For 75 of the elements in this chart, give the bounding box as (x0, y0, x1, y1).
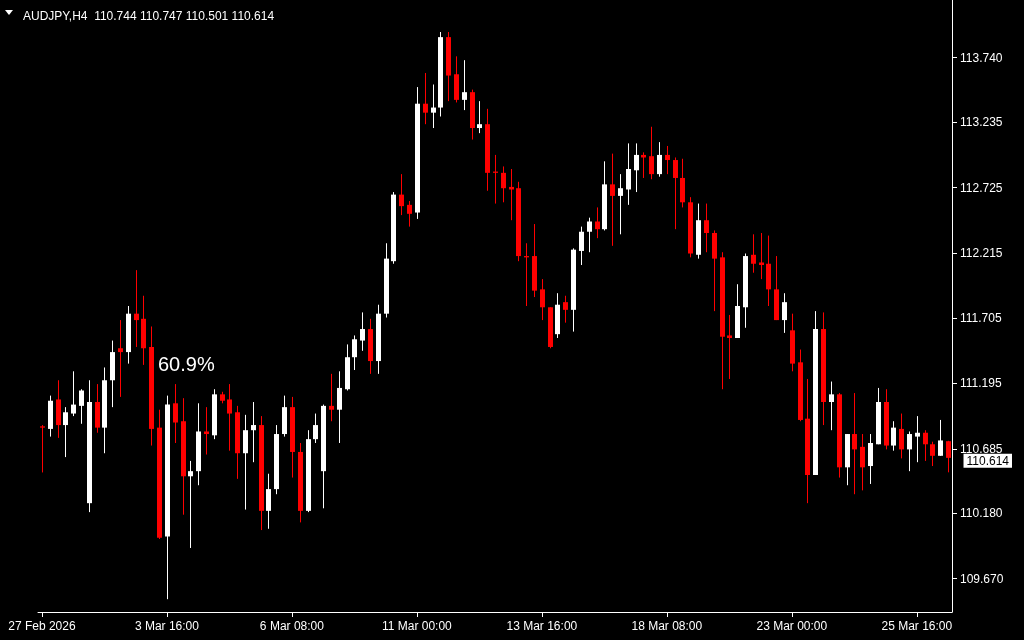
x-tick-label: 18 Mar 08:00 (631, 619, 703, 633)
candlestick (626, 142, 631, 206)
candlestick (907, 430, 912, 472)
candlestick (946, 440, 951, 473)
candlestick (618, 173, 623, 235)
y-tick-label: 110.180 (960, 506, 1003, 521)
y-tick-label: 112.215 (960, 245, 1003, 260)
candlestick (71, 370, 76, 417)
y-tick-label: 109.670 (960, 571, 1004, 586)
x-tick-label: 25 Mar 16:00 (881, 619, 953, 633)
x-tick-label: 3 Mar 16:00 (134, 619, 200, 633)
y-tick-label: 113.235 (960, 115, 1003, 130)
candlestick (337, 370, 342, 444)
candlestick (462, 59, 467, 111)
candlestick (923, 429, 928, 462)
candlestick (501, 165, 506, 203)
candlestick (266, 473, 271, 530)
candlestick (899, 413, 904, 459)
candlestick (938, 419, 943, 457)
candlestick (891, 420, 896, 452)
x-tick-label: 23 Mar 00:00 (756, 619, 828, 633)
candlestick (915, 415, 920, 463)
candlestick (829, 381, 834, 431)
candlestick (540, 278, 545, 321)
candlestick (251, 401, 256, 463)
candlestick (329, 373, 334, 422)
candlestick (477, 100, 482, 134)
candlestick (188, 460, 193, 549)
candlestick (399, 173, 404, 216)
candlestick (173, 383, 178, 444)
candlestick (673, 156, 678, 230)
candlestick (657, 141, 662, 178)
candlestick (423, 72, 428, 125)
candlestick (751, 233, 756, 274)
x-tick-label: 27 Feb 2026 (8, 619, 76, 633)
x-tick-label: 6 Mar 08:00 (259, 619, 325, 633)
y-tick-label: 113.740 (960, 50, 1003, 65)
candlestick (313, 413, 318, 444)
candlestick (134, 269, 139, 348)
candlestick (227, 383, 232, 452)
candlestick (595, 206, 600, 239)
y-tick-label: 111.705 (960, 311, 1002, 326)
candlestick (704, 203, 709, 253)
candlestick (665, 145, 670, 175)
y-tick-label: 110.685 (960, 441, 1003, 456)
candlestick (118, 319, 123, 398)
candlestick (868, 433, 873, 485)
candlestick (360, 311, 365, 352)
candlestick (40, 424, 45, 473)
candlestick (79, 388, 84, 425)
candlestick (782, 292, 787, 334)
candlestick (634, 142, 639, 193)
candlestick (852, 392, 857, 495)
candlestick (727, 314, 732, 380)
candlestick (649, 126, 654, 180)
text: 110.614 (966, 453, 1010, 468)
candlestick (610, 153, 615, 247)
candlestick (63, 406, 68, 458)
x-tick-label: 13 Mar 16:00 (506, 619, 578, 633)
candlestick (204, 406, 209, 456)
y-tick-label: 112.725 (960, 180, 1003, 195)
candlestick (407, 200, 412, 228)
candlestick (759, 232, 764, 280)
candlestick (587, 217, 592, 253)
annotation: 60.9% (158, 353, 215, 375)
candlestick (579, 226, 584, 266)
candlestick (431, 84, 436, 129)
candlestick (860, 433, 865, 491)
y-tick-label: 111.195 (960, 376, 1002, 391)
text: AUDJPY,H4 110.744 110.747 110.501 110.614 (23, 9, 275, 23)
candlestick (563, 295, 568, 324)
x-tick-label: 11 Mar 00:00 (381, 619, 453, 633)
candlestick (352, 334, 357, 371)
candlestick (243, 414, 248, 511)
candlestick (930, 441, 935, 467)
